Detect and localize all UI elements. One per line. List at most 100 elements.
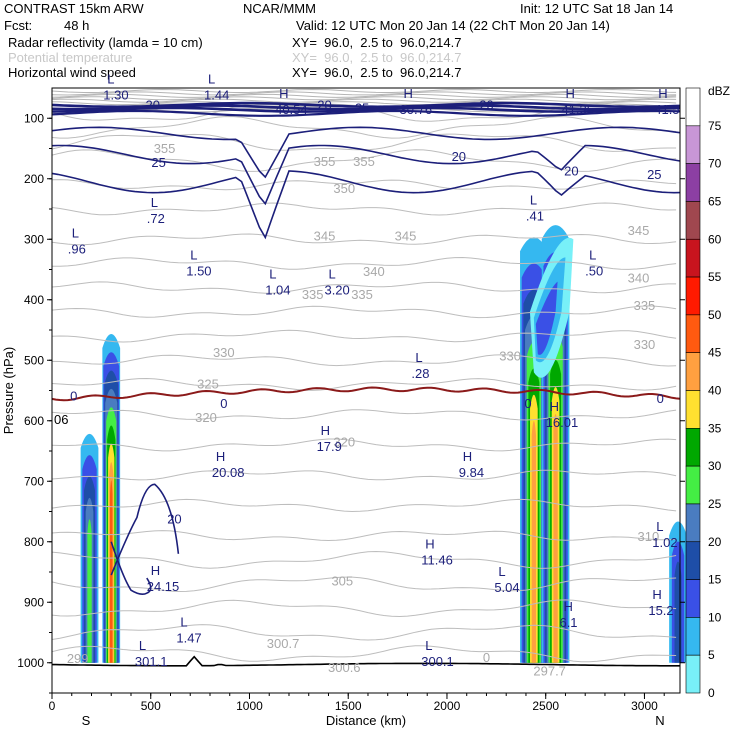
theta-label-17: 320	[333, 435, 355, 450]
extremum-kind-3: H	[404, 86, 413, 101]
theta-strat-contour-2	[51, 93, 677, 98]
colorbar-swatch-5	[685, 276, 701, 316]
y-tick-label-5: 600	[24, 414, 44, 428]
theta-label-8: 340	[628, 271, 650, 286]
colorbar-swatch-0	[685, 87, 701, 127]
colorbar-label-9: 30	[708, 459, 722, 473]
center-label: NCAR/MMM	[243, 1, 316, 16]
reflectivity-layer	[80, 225, 687, 663]
colorbar-swatch-7	[685, 352, 701, 391]
wind-contours-layer	[51, 101, 681, 595]
wind-contour-3	[51, 109, 681, 117]
extremum-value-19: 11.46	[421, 552, 453, 567]
colorbar-label-13: 10	[708, 610, 722, 624]
theta-contour-19	[51, 576, 677, 593]
field-reflectivity-xy: XY= 96.0, 2.5 to 96.0,214.7	[292, 35, 462, 50]
y-tick-label-8: 900	[24, 595, 44, 609]
theta-label-7: 340	[363, 264, 385, 279]
theta-label-23: 299	[67, 651, 89, 666]
colorbar-label-12: 15	[708, 573, 722, 587]
extremum-kind-4: H	[565, 86, 574, 101]
y-tick-label-0: 100	[24, 111, 44, 125]
field-wind-name: Horizontal wind speed	[8, 65, 136, 80]
reflectivity-cell-3-level-7	[553, 414, 558, 663]
wind-label-7: 25	[647, 167, 661, 182]
colorbar-swatch-15	[685, 654, 701, 694]
theta-contour-1	[51, 115, 677, 139]
extremum-kind-18: L	[656, 519, 663, 534]
wind-label-4: 20	[452, 149, 466, 164]
wind-label-8: 20	[167, 511, 181, 526]
colorbar-label-7: 40	[708, 384, 722, 398]
extremum-kind-26: L	[425, 638, 432, 653]
theta-contour-17	[51, 530, 677, 542]
colorbar-swatch-8	[685, 390, 701, 429]
theta-contour-7	[51, 256, 677, 270]
colorbar-label-3: 60	[708, 232, 722, 246]
theta-label-4: 345	[314, 228, 336, 243]
wind-label-6: 20	[564, 164, 578, 179]
wind-contour-jet-lower	[110, 541, 152, 595]
theta-strat-contour-0	[51, 88, 677, 93]
extremum-kind-23: H	[563, 599, 572, 614]
colorbar-label-15: 0	[708, 686, 715, 700]
extremum-value-13: .28	[411, 366, 429, 381]
extremum-value-12: .50	[585, 264, 603, 279]
extremum-kind-0: L	[107, 72, 114, 87]
endpoint-left: S	[82, 713, 91, 728]
fcst-label: Fcst:	[4, 18, 33, 33]
colorbar-swatch-1	[685, 125, 701, 164]
colorbar-swatch-6	[685, 314, 701, 353]
x-tick-label-5: 2500	[532, 699, 559, 713]
theta-contour-3	[51, 149, 677, 172]
extremum-kind-24: L	[180, 614, 187, 629]
theta-contour-6	[51, 233, 677, 246]
extremum-kind-20: H	[151, 563, 160, 578]
extremum-kind-6: L	[151, 195, 158, 210]
extremum-kind-1: L	[208, 72, 215, 87]
extremum-value-4: 41.35	[561, 102, 594, 117]
extremum-kind-25: L	[139, 638, 146, 653]
theta-contour-4	[51, 179, 677, 191]
theta-contour-5	[51, 202, 677, 216]
theta-contour-14	[51, 438, 677, 452]
extremum-value-15: 17.9	[317, 439, 342, 454]
wind-contour-jet-upper	[110, 483, 180, 576]
y-axis-label: Pressure (hPa)	[1, 347, 16, 434]
extremum-kind-11: L	[328, 266, 335, 281]
extremum-value-26: 300.1	[421, 654, 454, 669]
colorbar-swatch-12	[685, 541, 701, 580]
extremum-value-21: 5.04	[494, 580, 519, 595]
y-tick-label-1: 200	[24, 172, 44, 186]
extremum-kind-10: L	[269, 266, 276, 281]
extremum-kind-21: L	[498, 564, 505, 579]
theta-contour-15	[51, 469, 677, 481]
extremum-value-17: 9.84	[459, 465, 484, 480]
theta-label-24: 0	[483, 650, 490, 665]
colorbar-swatch-10	[685, 465, 701, 505]
theta-strat-contour-4	[51, 98, 677, 103]
extremum-kind-14: H	[550, 399, 559, 414]
init-time: Init: 12 UTC Sat 18 Jan 14	[520, 1, 674, 16]
x-tick-label-4: 2000	[434, 699, 461, 713]
terrain-layer	[52, 655, 680, 667]
extremum-kind-13: L	[415, 350, 422, 365]
colorbar-label-5: 50	[708, 308, 722, 322]
y-tick-label-6: 700	[24, 474, 44, 488]
model-title: CONTRAST 15km ARW	[4, 1, 144, 16]
field-wind-xy: XY= 96.0, 2.5 to 96.0,214.7	[292, 65, 462, 80]
extremum-kind-16: H	[216, 449, 225, 464]
wind-label-1: 20	[317, 98, 331, 113]
wind-label-3: 20	[479, 98, 493, 113]
y-tick-label-9: 1000	[17, 656, 44, 670]
extremum-value-6: .72	[147, 211, 165, 226]
extremum-kind-2: H	[279, 86, 288, 101]
zero-contour	[51, 386, 681, 402]
wind-label-12: 0	[657, 391, 664, 406]
colorbar-swatch-11	[685, 503, 701, 543]
extremum-value-10: 1.04	[265, 282, 290, 297]
extremum-value-9: 1.50	[186, 264, 211, 279]
